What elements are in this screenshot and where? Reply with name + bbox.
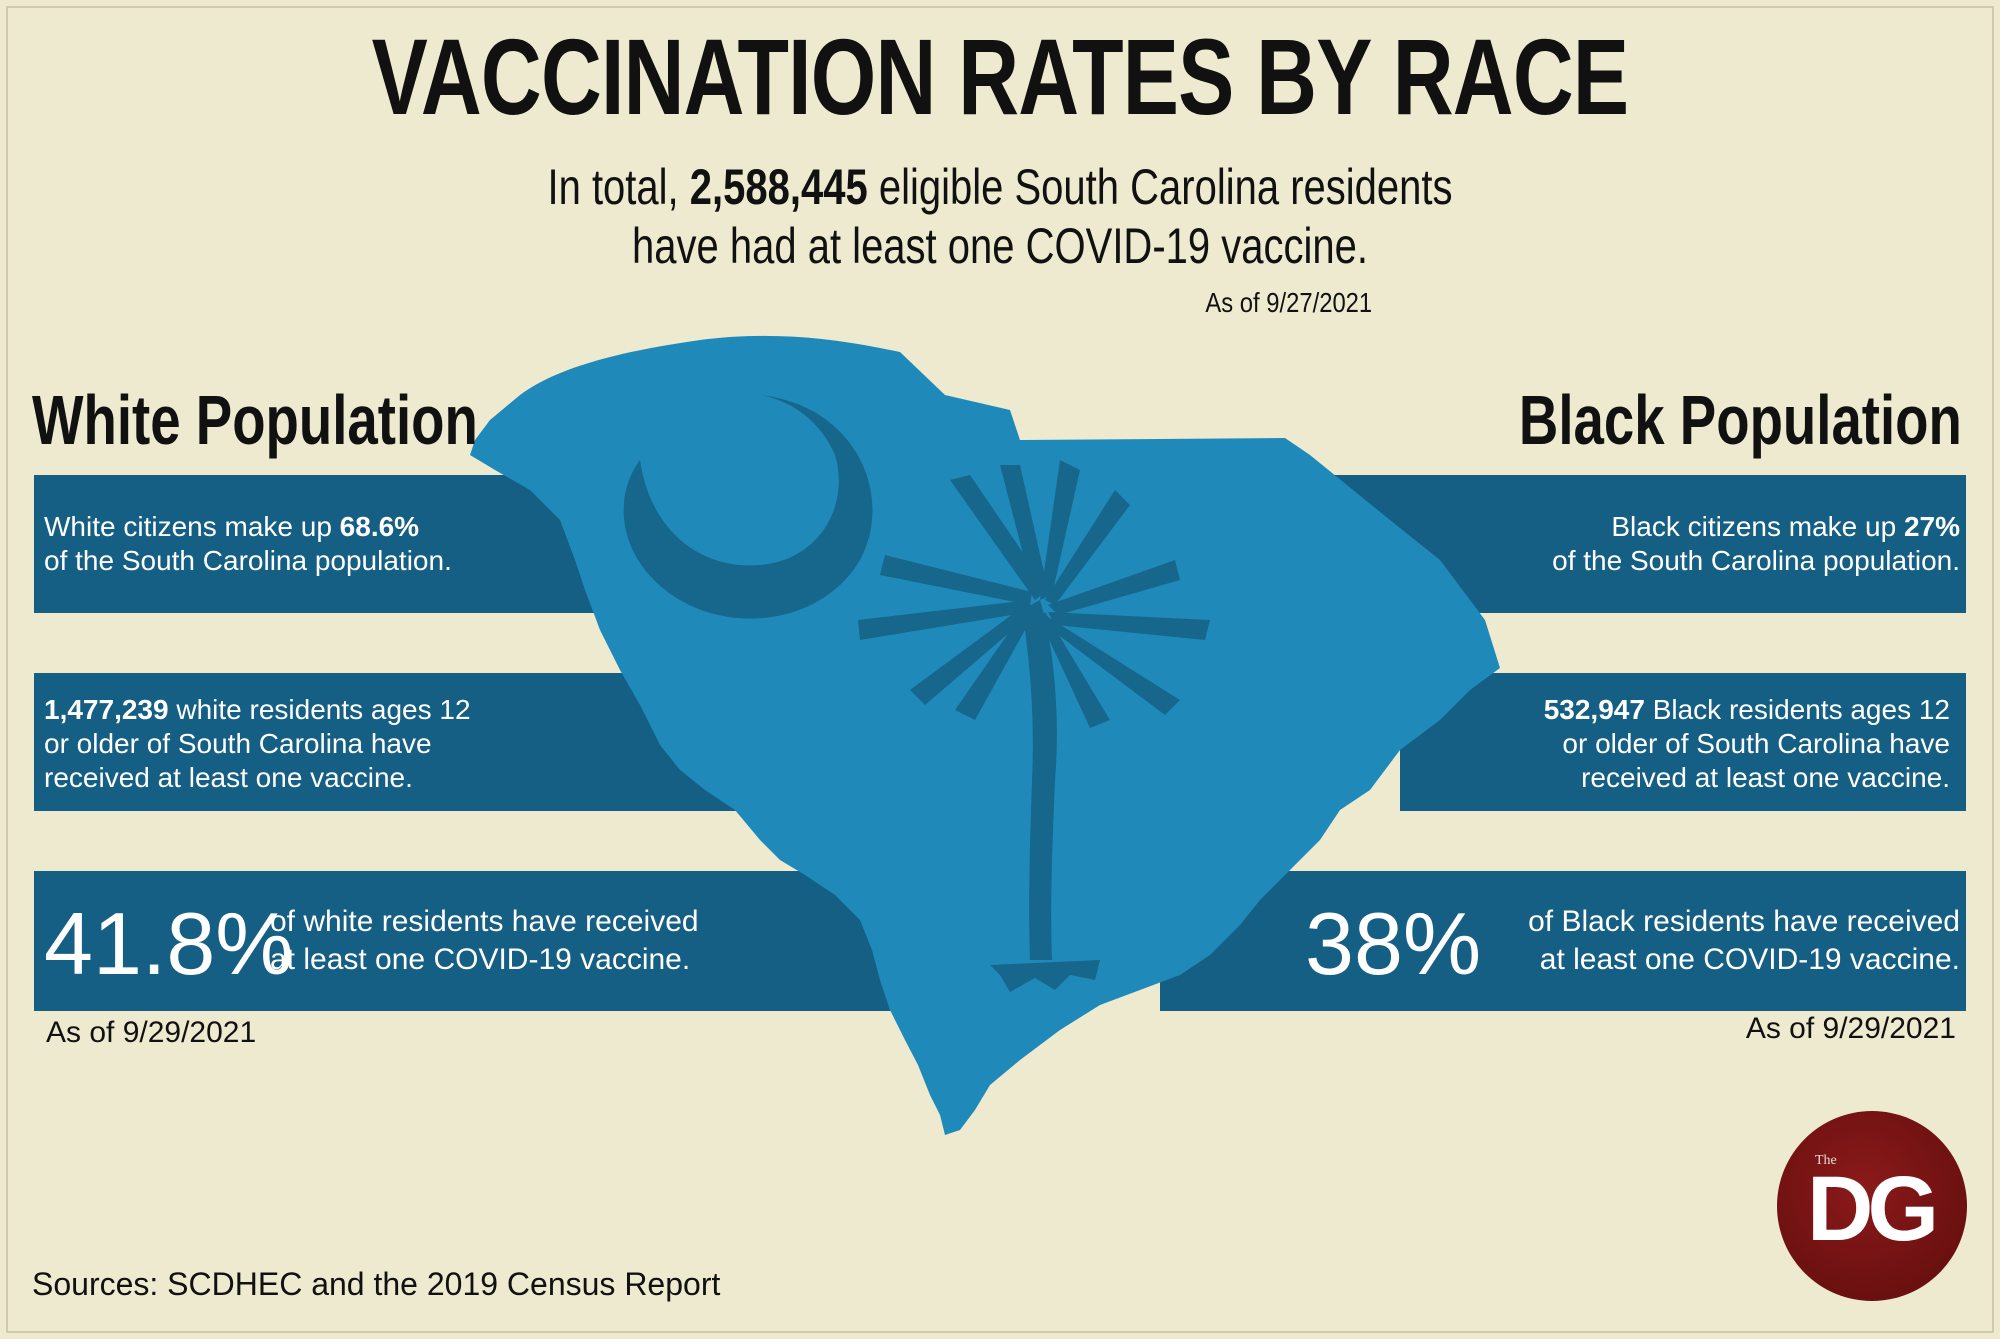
crescent-moon-icon [623, 395, 873, 619]
white-percent: 41.8% [44, 894, 294, 993]
white-asof-date: As of 9/29/2021 [46, 1016, 257, 1049]
logo-big-text: DG [1807, 1158, 1939, 1260]
black-heading: Black Population [1519, 381, 1962, 459]
dg-logo: The DG [1777, 1111, 1967, 1301]
white-residents-text: 1,477,239 white residents ages 12 or old… [44, 694, 471, 794]
white-percent-text: of white residents have received at leas… [270, 905, 699, 976]
black-asof-date: As of 9/29/2021 [1745, 1012, 1956, 1045]
page-title: VACCINATION RATES BY RACE [371, 16, 1629, 137]
black-residents-text: 532,947 Black residents ages 12 or older… [1543, 694, 1950, 794]
black-population-text: Black citizens make up 27% of the South … [1552, 511, 1960, 577]
black-percent-text: of Black residents have received at leas… [1528, 905, 1960, 976]
sources-note: Sources: SCDHEC and the 2019 Census Repo… [32, 1266, 721, 1302]
subtitle-line2: have had at least one COVID-19 vaccine. [632, 218, 1368, 274]
subtitle: In total, 2,588,445 eligible South Carol… [200, 158, 1800, 276]
black-band-residents [1400, 673, 1966, 811]
black-percent: 38% [1305, 894, 1482, 993]
logo-small-text: The [1815, 1153, 1837, 1168]
white-band-residents [34, 673, 754, 811]
state-shape [470, 335, 1500, 1136]
white-population-text: White citizens make up 68.6% of the Sout… [44, 511, 452, 577]
black-band-percent [1160, 871, 1966, 1011]
top-date: As of 9/27/2021 [1205, 287, 1372, 318]
white-heading: White Population [32, 381, 478, 459]
palmetto-tree-icon [1022, 600, 1057, 960]
subtitle-line1: In total, 2,588,445 eligible South Carol… [547, 159, 1453, 215]
white-band-percent [34, 871, 934, 1011]
